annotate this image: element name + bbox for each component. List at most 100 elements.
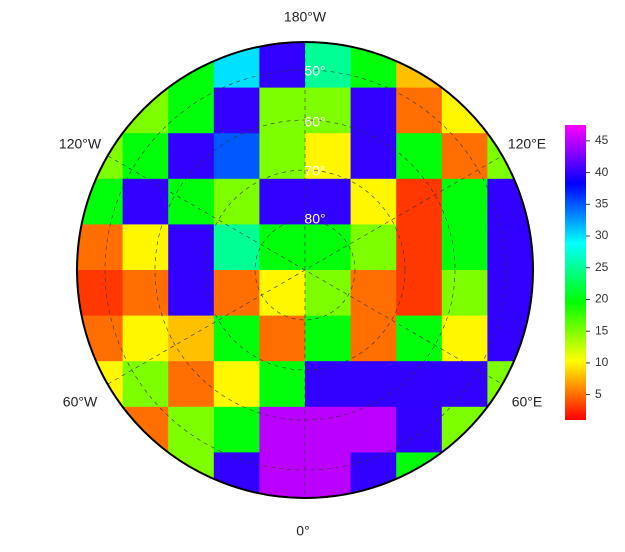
lat-label: 70°: [304, 163, 325, 179]
raster-cell: [487, 406, 533, 453]
raster-cell: [487, 42, 533, 89]
raster-cell: [441, 270, 488, 317]
raster-cell: [350, 315, 397, 362]
lat-label: 80°: [304, 211, 325, 227]
raster-cell: [122, 315, 169, 362]
lon-label: 60°W: [63, 394, 98, 410]
raster-cell: [168, 361, 215, 408]
raster-cell: [213, 406, 260, 453]
raster-cell: [441, 178, 488, 225]
raster-cell: [259, 133, 306, 180]
raster-cell: [122, 87, 169, 134]
raster-cell: [305, 361, 352, 408]
raster-cell: [441, 133, 488, 180]
raster-cell: [441, 315, 488, 362]
raster-cell: [77, 406, 124, 453]
colorbar-tick-label: 40: [595, 165, 609, 179]
raster-cell: [168, 315, 215, 362]
raster-cell: [259, 315, 306, 362]
raster-cell: [213, 87, 260, 134]
raster-cell: [168, 87, 215, 134]
colorbar-tick-label: 45: [595, 133, 609, 147]
raster-cell: [168, 133, 215, 180]
raster-cell: [441, 361, 488, 408]
raster-cell: [213, 178, 260, 225]
raster-cell: [122, 224, 169, 271]
raster-cell: [396, 224, 443, 271]
raster-cell: [259, 87, 306, 134]
raster-cell: [487, 87, 533, 134]
raster-cell: [122, 270, 169, 317]
lon-label: 120°E: [508, 136, 546, 152]
raster-cell: [441, 452, 488, 498]
raster-cell: [350, 270, 397, 317]
lon-label: 120°W: [59, 136, 102, 152]
raster-cell: [350, 406, 397, 453]
raster-cell: [259, 42, 306, 89]
raster-cell: [259, 178, 306, 225]
raster-cell: [122, 133, 169, 180]
raster-cell: [259, 224, 306, 271]
raster-cell: [305, 87, 352, 134]
raster-cell: [77, 224, 124, 271]
raster-cell: [122, 178, 169, 225]
raster-cell: [350, 224, 397, 271]
lon-label: 180°W: [284, 9, 327, 25]
lon-label: 0°: [296, 523, 309, 539]
colorbar-tick-label: 10: [595, 355, 609, 369]
raster-cell: [487, 224, 533, 271]
colorbar: [565, 125, 586, 420]
raster-cell: [122, 406, 169, 453]
raster-cell: [213, 361, 260, 408]
raster-cell: [213, 315, 260, 362]
raster-cell: [305, 270, 352, 317]
raster-cell: [213, 133, 260, 180]
raster-cell: [305, 178, 352, 225]
raster-cell: [122, 361, 169, 408]
raster-cell: [396, 87, 443, 134]
raster-cell: [350, 87, 397, 134]
raster-cell: [487, 452, 533, 498]
raster-cell: [213, 224, 260, 271]
raster-cell: [122, 452, 169, 498]
colorbar-tick-label: 5: [595, 387, 602, 401]
raster-cell: [259, 452, 306, 498]
colorbar-tick-label: 25: [595, 260, 609, 274]
colorbar-tick-label: 15: [595, 323, 609, 337]
raster-cell: [305, 406, 352, 453]
colorbar-tick-label: 35: [595, 196, 609, 210]
raster-cell: [168, 406, 215, 453]
raster-cell: [396, 361, 443, 408]
raster-cell: [259, 361, 306, 408]
raster-cell: [77, 87, 124, 134]
raster-cell: [396, 133, 443, 180]
raster-cell: [396, 315, 443, 362]
raster-cell: [441, 87, 488, 134]
raster-cell: [168, 224, 215, 271]
raster-cell: [168, 178, 215, 225]
raster-cell: [487, 270, 533, 317]
raster-cell: [259, 406, 306, 453]
lat-label: 50°: [304, 63, 325, 79]
raster-cell: [77, 452, 124, 498]
raster-cell: [441, 224, 488, 271]
raster-cell: [396, 270, 443, 317]
colorbar-tick-label: 20: [595, 292, 609, 306]
raster-cell: [350, 361, 397, 408]
raster-cell: [122, 42, 169, 89]
raster-cell: [350, 178, 397, 225]
raster-cell: [259, 270, 306, 317]
raster-cell: [396, 178, 443, 225]
raster-cell: [305, 315, 352, 362]
lat-label: 60°: [304, 114, 325, 130]
raster-cell: [213, 270, 260, 317]
raster-cell: [441, 42, 488, 89]
raster-cell: [305, 42, 352, 89]
map-border: [76, 41, 534, 499]
raster-cell: [168, 270, 215, 317]
raster-cell: [77, 42, 124, 89]
raster-cell: [350, 133, 397, 180]
lon-label: 60°E: [512, 394, 543, 410]
colorbar-tick-label: 30: [595, 228, 609, 242]
